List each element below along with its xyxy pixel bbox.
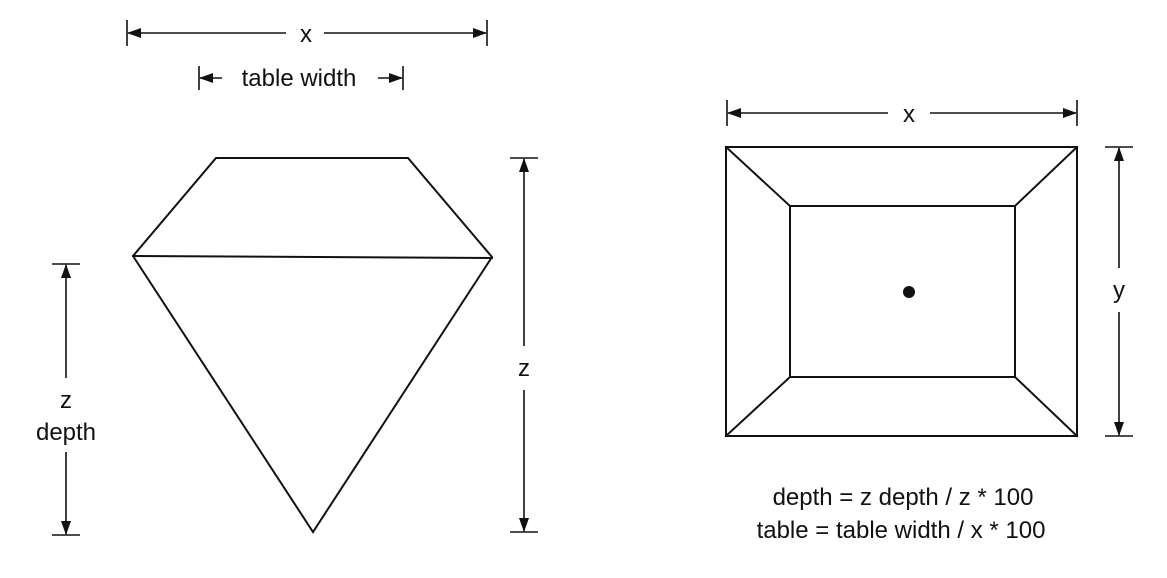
total-z-dimension: z xyxy=(510,157,538,533)
top-x-label: x xyxy=(903,101,915,128)
facet-line-bottom-left xyxy=(724,375,792,438)
z-depth-depth-label: depth xyxy=(36,419,96,446)
diamond-girdle-line xyxy=(131,254,494,260)
facet-line-top-left xyxy=(724,145,792,208)
formula-block: depth = z depth / z * 100 table = table … xyxy=(757,484,1046,544)
table-rectangle xyxy=(789,205,1016,378)
table-width-dimension: table width xyxy=(198,65,404,92)
table-width-label: table width xyxy=(242,65,357,92)
depth-formula: depth = z depth / z * 100 xyxy=(773,484,1034,511)
facet-line-bottom-right xyxy=(1013,375,1079,438)
diamond-outline xyxy=(131,157,494,534)
side-view: x table width z z xyxy=(36,20,538,536)
outer-rectangle xyxy=(725,146,1078,437)
diamond-top-shape xyxy=(724,145,1079,438)
z-depth-dimension: z depth xyxy=(36,263,96,536)
top-view: x y depth = z depth / z * 100 table = ta… xyxy=(724,100,1133,544)
y-label: y xyxy=(1113,277,1125,304)
top-y-dimension: y xyxy=(1105,146,1133,437)
side-x-dimension: x xyxy=(126,20,488,48)
side-x-label: x xyxy=(300,21,312,48)
facet-line-top-right xyxy=(1013,145,1079,208)
z-depth-z-label: z xyxy=(60,387,72,414)
table-formula: table = table width / x * 100 xyxy=(757,517,1046,544)
z-label: z xyxy=(518,355,530,382)
center-dot xyxy=(903,286,915,298)
top-x-dimension: x xyxy=(726,100,1078,128)
diamond-side-shape xyxy=(131,157,494,534)
